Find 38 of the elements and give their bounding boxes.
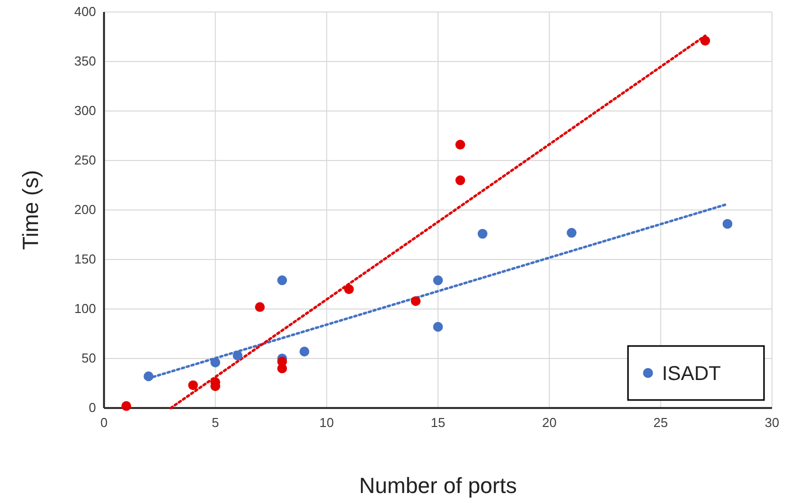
x-tick-label: 10: [319, 415, 334, 430]
point: [566, 228, 576, 238]
x-tick-label: 30: [764, 415, 780, 430]
y-tick-label: 350: [74, 54, 96, 69]
point: [121, 401, 132, 411]
point: [455, 175, 466, 186]
y-tick-label: 50: [82, 350, 96, 366]
point: [300, 346, 310, 356]
y-tick-label: 0: [88, 400, 96, 416]
y-tick-label: 400: [74, 4, 96, 20]
point: [722, 218, 732, 229]
y-tick-label: 150: [74, 252, 96, 267]
x-tick-label: 25: [653, 415, 668, 430]
y-tick-label: 250: [74, 152, 96, 168]
point: [277, 364, 288, 374]
x-tick-label: 15: [430, 415, 446, 430]
point: [144, 371, 154, 382]
y-axis-title: Time (s): [18, 170, 43, 250]
y-tick-label: 100: [74, 301, 96, 316]
point: [344, 284, 354, 294]
x-tick-label: 0: [100, 415, 108, 430]
x-axis-title: Number of ports: [359, 473, 517, 498]
legend-label: ISADT: [662, 363, 721, 385]
y-tick-label: 200: [74, 202, 96, 218]
x-tick-label: 20: [542, 415, 557, 430]
point: [700, 36, 710, 46]
point: [410, 296, 421, 306]
point: [433, 275, 443, 286]
point: [254, 302, 265, 312]
point: [188, 380, 198, 390]
point: [277, 275, 288, 286]
point: [433, 322, 443, 332]
point: [210, 358, 220, 368]
point: [232, 350, 242, 360]
point: [455, 140, 466, 150]
point: [478, 228, 488, 239]
y-tick-label: 300: [74, 103, 96, 118]
x-tick-label: 5: [212, 415, 219, 430]
